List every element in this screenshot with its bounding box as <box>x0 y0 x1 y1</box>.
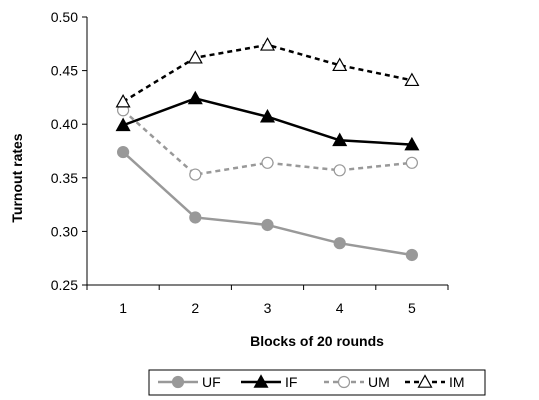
data-point <box>405 248 418 262</box>
x-tick-label: 1 <box>119 300 127 316</box>
data-point <box>405 156 418 169</box>
x-axis-ticks: 1 2 3 4 5 <box>86 285 449 316</box>
data-point <box>189 168 202 181</box>
legend-entry-if: IF <box>241 374 297 390</box>
data-point <box>259 37 276 51</box>
data-point <box>259 108 276 123</box>
legend-label: IF <box>285 374 297 390</box>
data-point <box>187 90 203 105</box>
y-axis-ticks: 0.25 0.30 0.35 0.40 0.45 0.50 <box>51 9 87 293</box>
data-point <box>332 132 348 147</box>
y-tick-label: 0.30 <box>51 223 78 239</box>
data-point <box>404 136 420 151</box>
series-if <box>115 90 420 151</box>
y-tick-label: 0.50 <box>51 9 78 25</box>
legend-marker <box>337 375 351 389</box>
x-tick-label: 4 <box>336 300 344 316</box>
legend-label: IM <box>449 374 465 390</box>
data-point <box>189 211 202 224</box>
series-im <box>115 37 420 108</box>
series-um <box>116 104 418 181</box>
data-point <box>115 93 131 108</box>
data-point <box>261 218 274 232</box>
legend: UF IF UM IM <box>148 369 486 396</box>
data-point <box>116 145 130 159</box>
legend-marker <box>171 375 185 389</box>
data-point <box>261 156 274 169</box>
data-point <box>404 72 420 87</box>
legend-label: UM <box>368 374 390 390</box>
data-point <box>333 237 346 250</box>
series-layer <box>115 37 420 262</box>
x-tick-label: 5 <box>408 300 416 316</box>
data-point <box>333 164 346 177</box>
series-line <box>122 109 413 176</box>
x-tick-label: 3 <box>264 300 272 316</box>
data-point <box>115 117 131 132</box>
legend-marker <box>417 374 433 388</box>
legend-entry-im: IM <box>405 374 465 390</box>
legend-marker <box>253 374 269 388</box>
y-tick-label: 0.25 <box>51 277 78 293</box>
y-tick-label: 0.45 <box>51 63 78 79</box>
y-tick-label: 0.40 <box>51 116 78 132</box>
series-line <box>122 43 413 103</box>
legend-entry-uf: UF <box>158 374 221 390</box>
data-point <box>187 50 203 64</box>
legend-label: UF <box>202 374 221 390</box>
x-tick-label: 2 <box>191 300 199 316</box>
data-point <box>332 57 348 72</box>
y-axis-title: Turnout rates <box>9 133 25 222</box>
y-tick-label: 0.35 <box>51 170 78 186</box>
series-uf <box>116 145 418 262</box>
x-axis-title: Blocks of 20 rounds <box>250 333 384 349</box>
legend-entry-um: UM <box>324 374 390 390</box>
